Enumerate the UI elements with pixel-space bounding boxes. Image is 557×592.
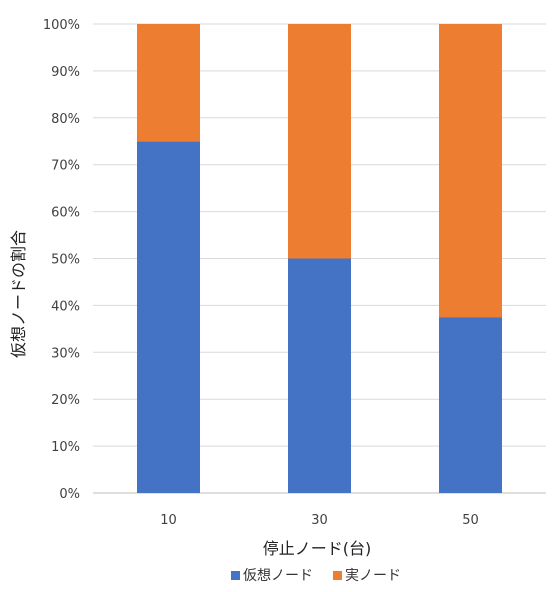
x-tick-label: 10 xyxy=(160,513,177,528)
bar-virtual-50 xyxy=(439,317,502,493)
y-tick-label: 60% xyxy=(51,206,80,221)
y-tick-label: 30% xyxy=(51,346,80,361)
bar-virtual-10 xyxy=(137,141,200,493)
y-tick-label: 40% xyxy=(51,299,80,314)
bar-virtual-30 xyxy=(288,258,351,493)
y-tick-label: 0% xyxy=(59,487,80,502)
y-tick-label: 10% xyxy=(51,440,80,455)
bars xyxy=(137,24,502,493)
legend-label: 実ノード xyxy=(345,568,401,584)
x-tick-label: 30 xyxy=(311,513,328,528)
y-tick-label: 80% xyxy=(51,112,80,127)
legend: 仮想ノード 実ノード xyxy=(231,568,401,584)
bar-real-30 xyxy=(288,24,351,259)
y-tick-label: 90% xyxy=(51,65,80,80)
y-tick-label: 100% xyxy=(43,18,80,33)
x-tick-label: 50 xyxy=(462,513,479,528)
x-tick-labels: 10 30 50 xyxy=(160,513,479,528)
x-axis-title: 停止ノード(台) xyxy=(263,539,372,558)
y-axis-title: 仮想ノードの割合 xyxy=(9,230,28,358)
y-tick-label: 70% xyxy=(51,159,80,174)
bar-real-10 xyxy=(137,24,200,142)
legend-swatch xyxy=(231,571,240,580)
bar-real-50 xyxy=(439,24,502,318)
legend-swatch xyxy=(333,571,342,580)
y-tick-labels: 0% 10% 20% 30% 40% 50% 60% 70% 80% 90% 100% xyxy=(43,18,80,502)
y-tick-label: 20% xyxy=(51,393,80,408)
y-tick-label: 50% xyxy=(51,253,80,268)
legend-label: 仮想ノード xyxy=(243,568,313,584)
